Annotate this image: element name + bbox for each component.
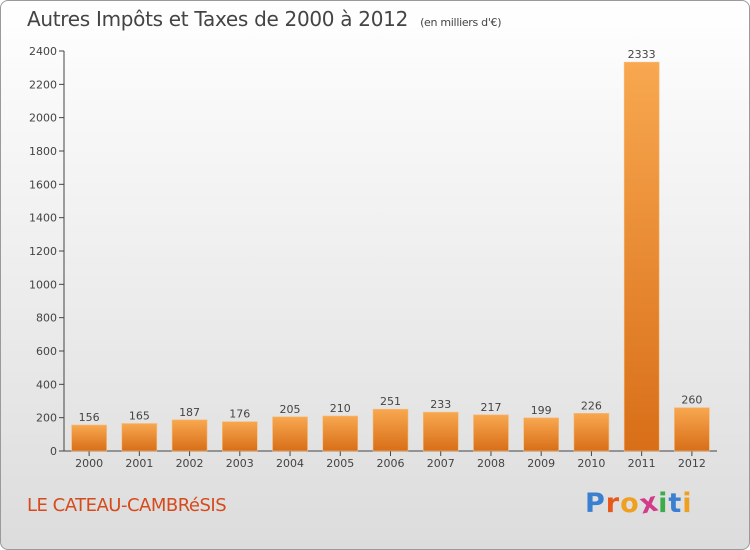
bar-2003 bbox=[222, 421, 258, 452]
x-tick-label: 2008 bbox=[477, 457, 505, 470]
value-label-2004: 205 bbox=[280, 403, 301, 416]
proxiti-logo[interactable]: Proxiti bbox=[585, 486, 693, 520]
bar-2011 bbox=[623, 61, 660, 452]
bar-2012 bbox=[674, 407, 710, 452]
y-tick-label: 200 bbox=[36, 412, 57, 425]
y-tick-label: 1600 bbox=[29, 178, 57, 191]
logo-letter: i bbox=[682, 488, 693, 519]
y-tick-label: 0 bbox=[50, 445, 57, 458]
x-tick-label: 2005 bbox=[326, 457, 354, 470]
y-tick-label: 1800 bbox=[29, 145, 57, 158]
y-tick-label: 400 bbox=[36, 378, 57, 391]
value-label-2011: 2333 bbox=[628, 48, 656, 61]
logo-letter: i bbox=[658, 488, 669, 519]
value-label-2006: 251 bbox=[380, 395, 401, 408]
x-tick-label: 2004 bbox=[276, 457, 304, 470]
bar-2007 bbox=[422, 411, 459, 452]
x-tick-label: 2001 bbox=[125, 457, 153, 470]
y-tick-label: 2000 bbox=[29, 112, 57, 125]
value-label-2012: 260 bbox=[681, 394, 702, 407]
y-tick-label: 1400 bbox=[29, 212, 57, 225]
bar-2005 bbox=[322, 415, 359, 452]
logo-letter: t bbox=[668, 488, 683, 519]
axes: 0 200 400 600 800 1000 1200 1400 1600 1800 2000 220… bbox=[29, 45, 717, 470]
x-tick-label: 2010 bbox=[577, 457, 605, 470]
value-label-2005: 210 bbox=[330, 402, 351, 415]
value-label-2002: 187 bbox=[179, 406, 200, 419]
y-tick-label: 1000 bbox=[29, 278, 57, 291]
unit-label: (en milliers d'€) bbox=[420, 16, 502, 29]
value-label-2000: 156 bbox=[79, 411, 100, 424]
bar-2000 bbox=[71, 424, 107, 452]
y-tick-label: 600 bbox=[36, 345, 57, 358]
bar-2001 bbox=[121, 423, 158, 452]
x-tick-label: 2011 bbox=[628, 457, 656, 470]
value-label-2007: 233 bbox=[430, 398, 451, 411]
value-label-2009: 199 bbox=[531, 404, 552, 417]
y-tick-label: 1200 bbox=[29, 245, 57, 258]
x-tick-label: 2000 bbox=[75, 457, 103, 470]
x-tick-label: 2006 bbox=[377, 457, 405, 470]
bar-2002 bbox=[171, 419, 208, 452]
bar-2004 bbox=[272, 416, 308, 452]
value-label-2010: 226 bbox=[581, 399, 602, 412]
y-tick-label: 2200 bbox=[29, 78, 57, 91]
bars bbox=[71, 61, 710, 452]
logo-letter: P bbox=[585, 488, 606, 519]
value-label-2001: 165 bbox=[129, 410, 150, 423]
x-tick-label: 2009 bbox=[527, 457, 555, 470]
value-label-2008: 217 bbox=[480, 401, 501, 414]
bar-2010 bbox=[573, 413, 610, 452]
title-text: Autres Impôts et Taxes de 2000 à 2012 bbox=[27, 7, 408, 31]
bar-2009 bbox=[523, 417, 559, 452]
x-tick-label: 2003 bbox=[226, 457, 254, 470]
x-tick-label: 2007 bbox=[427, 457, 455, 470]
value-label-2003: 176 bbox=[229, 408, 250, 421]
bar-2006 bbox=[372, 408, 409, 452]
logo-letter: o bbox=[620, 488, 640, 519]
y-tick-label: 800 bbox=[36, 312, 57, 325]
y-tick-label: 2400 bbox=[29, 45, 57, 58]
commune-name: LE CATEAU-CAMBRéSIS bbox=[27, 495, 227, 516]
value-labels: 156 165 187 176 205 210 251 233 217 199 226 2333 260 bbox=[79, 48, 703, 424]
chart-title: Autres Impôts et Taxes de 2000 à 2012 (e… bbox=[27, 7, 502, 31]
x-tick-label: 2012 bbox=[678, 457, 706, 470]
bar-2008 bbox=[473, 414, 509, 452]
logo-letter: r bbox=[605, 488, 621, 519]
x-tick-label: 2002 bbox=[176, 457, 204, 470]
